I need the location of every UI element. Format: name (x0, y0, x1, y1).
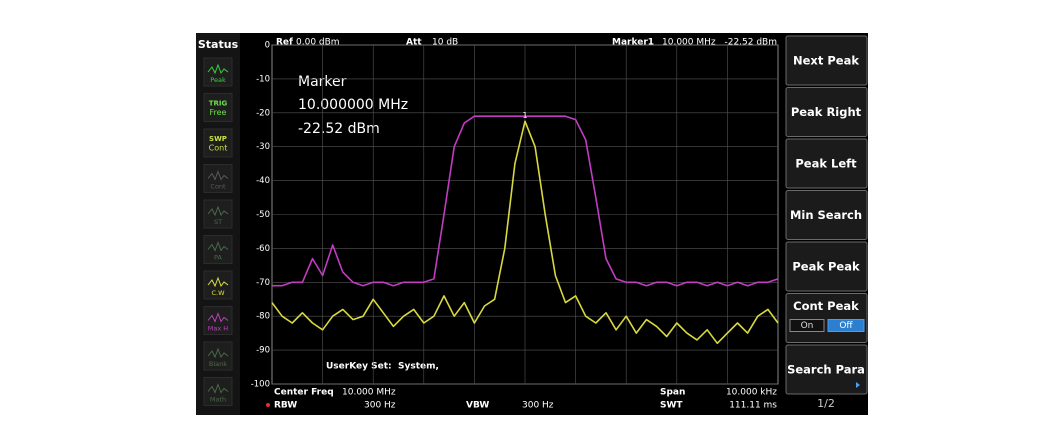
softkey-label[interactable]: Min Search (790, 208, 862, 222)
swt-label: SWT (660, 401, 683, 411)
ref-label: Ref (276, 38, 293, 48)
more-arrow (856, 382, 860, 388)
rbw-indicator (266, 403, 270, 407)
softkey[interactable] (785, 190, 868, 240)
span-label: Span (660, 388, 685, 398)
span-value: 10.000 kHz (726, 388, 777, 398)
status-glyph (207, 205, 229, 217)
softkey-label[interactable]: Next Peak (793, 54, 859, 68)
status-icon (203, 128, 233, 158)
softkey-label[interactable]: Search Para (787, 363, 865, 377)
status-label: Blank (209, 360, 227, 368)
y-tick-label: -80 (256, 312, 270, 322)
swt-value: 111.11 ms (729, 401, 777, 411)
y-tick-label: -10 (256, 74, 270, 84)
trace (272, 115, 779, 287)
y-tick-label: -20 (256, 108, 270, 118)
status-label: Cont (209, 144, 228, 153)
vbw-label: VBW (466, 401, 489, 411)
softkey-label[interactable]: Peak Left (795, 157, 857, 171)
softkey[interactable] (785, 87, 868, 137)
status-icon (203, 93, 233, 122)
y-tick-label: -40 (256, 176, 270, 186)
trace (271, 120, 779, 345)
status-icon (203, 164, 233, 193)
marker-label: Marker1 (612, 38, 654, 48)
annotation-line: -22.52 dBm (298, 121, 380, 137)
center-label: Center Freq (274, 388, 334, 398)
y-tick-label: -60 (256, 244, 270, 254)
y-tick-label: -30 (256, 142, 270, 152)
status-glyph (207, 347, 229, 359)
status-glyph (207, 276, 229, 288)
y-tick-label: -90 (256, 346, 270, 356)
rbw-value: 300 Hz (364, 401, 396, 411)
userkey-value: System, (398, 362, 439, 372)
softkey[interactable] (785, 138, 868, 189)
option-on[interactable] (789, 319, 825, 332)
status-label: Free (210, 108, 227, 117)
status-label: Max H (208, 325, 229, 333)
center-value: 10.000 MHz (342, 388, 396, 398)
y-tick-label: 0 (265, 41, 270, 51)
att-value: 10 dB (432, 38, 458, 48)
instrument-screen (196, 33, 868, 415)
softkey[interactable] (785, 35, 868, 86)
att-label: Att (406, 38, 422, 48)
ref-value: 0.00 dBm (296, 38, 340, 48)
softkey-label[interactable]: Peak Peak (792, 260, 860, 274)
marker-freq: 10.000 MHz (662, 38, 716, 48)
marker-level: -22.52 dBm (724, 38, 777, 48)
softkey[interactable] (785, 344, 868, 395)
page-indicator: 1/2 (817, 397, 835, 410)
status-glyph (207, 63, 229, 75)
option-off[interactable] (827, 319, 865, 332)
status-icon (203, 199, 233, 229)
marker-number: 1 (522, 111, 527, 120)
y-tick-label: -70 (256, 278, 270, 288)
status-title: Status (198, 38, 239, 51)
status-glyph (207, 312, 229, 323)
option-label[interactable]: Off (839, 321, 853, 331)
softkey-label[interactable]: Cont Peak (793, 299, 859, 313)
status-glyph (207, 241, 229, 252)
option-label[interactable]: On (801, 321, 814, 331)
status-label: Peak (210, 76, 226, 84)
status-top: TRIG (209, 100, 228, 108)
status-label: PA (214, 254, 223, 262)
softkey-label[interactable]: Peak Right (791, 105, 862, 119)
y-tick-label: -50 (256, 210, 270, 220)
vbw-value: 300 Hz (522, 401, 554, 411)
y-tick-label: -100 (251, 380, 270, 390)
annotation-line: 10.000000 MHz (298, 97, 408, 113)
status-label: C.W (211, 289, 225, 297)
status-label: ST (214, 218, 222, 226)
status-glyph (207, 383, 229, 394)
status-glyph (207, 170, 229, 181)
userkey-label: UserKey Set: (326, 362, 392, 372)
status-label: Cont (210, 183, 226, 191)
status-top: SWP (209, 135, 227, 143)
rbw-label: RBW (274, 401, 297, 411)
softkey[interactable] (785, 241, 868, 292)
status-label: Math (210, 396, 226, 404)
